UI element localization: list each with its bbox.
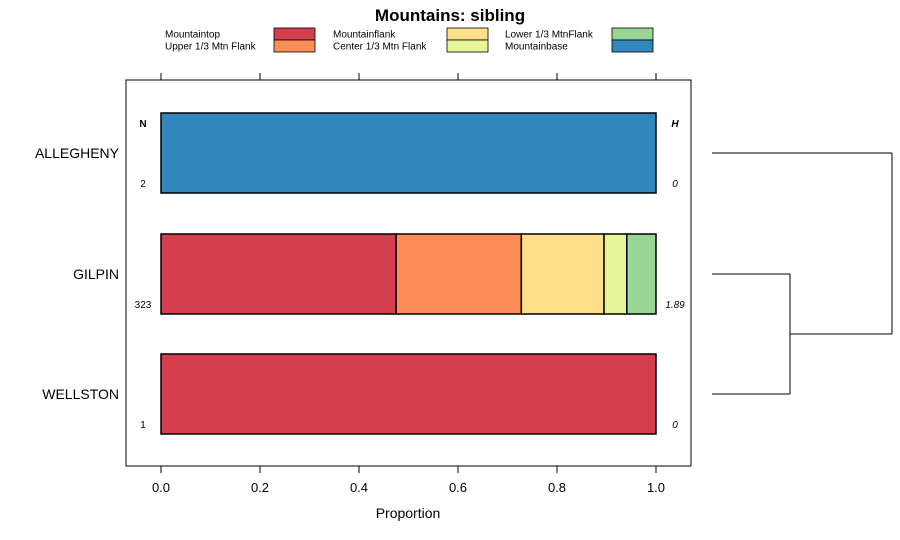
left-header: N	[139, 119, 146, 130]
h-value: 0	[672, 420, 678, 431]
bar-segment	[520, 233, 605, 315]
category-labels: ALLEGHENY 2 0 GILPIN 323 1.89 WELLSTON 1 0	[35, 145, 685, 431]
x-axis-title: Proportion	[376, 505, 441, 521]
legend-label: Mountainflank	[333, 30, 396, 41]
legend-swatch	[446, 27, 489, 41]
legend-label: Center 1/3 Mtn Flank	[333, 42, 427, 53]
x-tick-label: 0.0	[152, 480, 170, 495]
dendrogram	[712, 152, 893, 395]
x-tick-label: 0.6	[449, 480, 467, 495]
chart-title: Mountains: sibling	[375, 6, 525, 25]
legend-label: Mountainbase	[505, 42, 568, 53]
bar-segment	[160, 233, 397, 315]
x-axis: 0.0 0.2 0.4 0.6 0.8 1.0	[152, 73, 665, 495]
legend-swatch	[611, 39, 654, 53]
legend-label: Mountaintop	[165, 30, 220, 41]
legend-label: Upper 1/3 Mtn Flank	[165, 42, 257, 53]
h-value: 0	[672, 179, 678, 190]
x-tick-label: 1.0	[647, 480, 665, 495]
n-value: 1	[140, 420, 146, 431]
x-tick-label: 0.4	[350, 480, 368, 495]
category-label: WELLSTON	[42, 386, 119, 402]
bar-segment	[160, 112, 657, 194]
h-value: 1.89	[665, 300, 685, 311]
category-label: GILPIN	[73, 266, 119, 282]
n-value: 2	[140, 179, 146, 190]
legend-label: Lower 1/3 MtnFlank	[505, 30, 594, 41]
x-tick-label: 0.8	[548, 480, 566, 495]
x-tick-label: 0.2	[251, 480, 269, 495]
n-value: 323	[135, 300, 152, 311]
bar-segment	[603, 233, 628, 315]
legend-swatch	[273, 27, 316, 41]
legend-swatch	[611, 27, 654, 41]
bar-segment	[395, 233, 523, 315]
legend-swatch	[446, 39, 489, 53]
plot-frame	[125, 79, 692, 467]
category-label: ALLEGHENY	[35, 145, 120, 161]
bar-segment	[626, 233, 657, 315]
legend-swatch	[273, 39, 316, 53]
right-header: H	[671, 119, 679, 130]
bar-segment	[160, 353, 657, 435]
bars	[160, 112, 657, 435]
